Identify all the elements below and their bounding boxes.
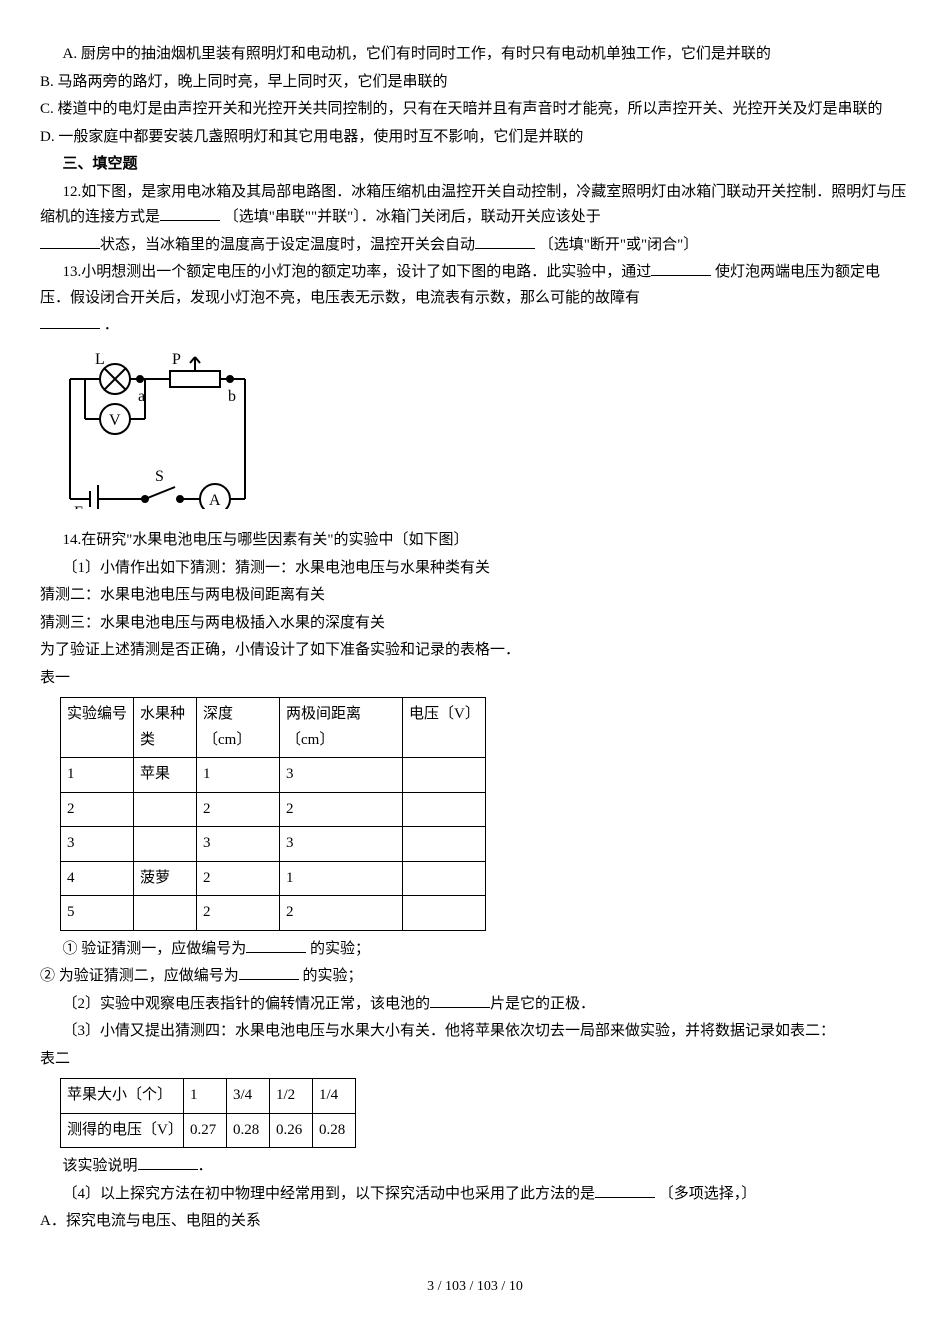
q14-s4b: 〔多项选择，〕 bbox=[659, 1186, 757, 1202]
svg-text:S: S bbox=[155, 468, 164, 485]
q12-p4: 〔选填"断开"或"闭合"〕 bbox=[539, 237, 699, 253]
q12-blank-2[interactable] bbox=[40, 233, 100, 249]
q13-p1: 13.小明想测出一个额定电压的小灯泡的额定功率，设计了如下图的电路．此实验中，通… bbox=[63, 264, 652, 280]
q12-blank-3[interactable] bbox=[475, 233, 535, 249]
table1-cell: 2 bbox=[280, 792, 403, 827]
table1-cell: 3 bbox=[280, 827, 403, 862]
q13-p3: ． bbox=[104, 317, 119, 333]
table1-header: 电压〔V〕 bbox=[403, 698, 486, 758]
table1-cell bbox=[403, 896, 486, 931]
q14-v2: ② 为验证猜测二，应做编号为 的实验； bbox=[40, 964, 910, 990]
table2-cell: 0.28 bbox=[227, 1113, 270, 1148]
table1-header: 深度〔cm〕 bbox=[197, 698, 280, 758]
q14-prep: 为了验证上述猜测是否正确，小倩设计了如下准备实验和记录的表格一． bbox=[40, 638, 910, 664]
q14-s4-blank[interactable] bbox=[595, 1182, 655, 1198]
table2-cell: 1/4 bbox=[313, 1079, 356, 1114]
q12-blank-1[interactable] bbox=[160, 205, 220, 221]
table1-cell: 2 bbox=[197, 861, 280, 896]
q14-v1-blank[interactable] bbox=[246, 937, 306, 953]
q14-t2-label: 表二 bbox=[40, 1047, 910, 1073]
q14-s4a: 〔4〕以上探究方法在初中物理中经常用到，以下探究活动中也采用了此方法的是 bbox=[63, 1186, 596, 1202]
table2-cell: 1 bbox=[184, 1079, 227, 1114]
option-a: A. 厨房中的抽油烟机里装有照明灯和电动机，它们有时同时工作，有时只有电动机单独… bbox=[40, 42, 910, 68]
q14-concl: 该实验说明 ． bbox=[40, 1154, 910, 1180]
svg-text:b: b bbox=[228, 388, 236, 405]
table1-cell bbox=[403, 758, 486, 793]
q14-g3: 猜测三：水果电池电压与两电极插入水果的深度有关 bbox=[40, 611, 910, 637]
table1-cell bbox=[403, 827, 486, 862]
table1-cell: 2 bbox=[280, 896, 403, 931]
q14-concl-a: 该实验说明 bbox=[63, 1158, 138, 1174]
q14-s3: 〔3〕小倩又提出猜测四：水果电池电压与水果大小有关．他将苹果依次切去一局部来做实… bbox=[40, 1019, 910, 1045]
q14-s1: 〔1〕小倩作出如下猜测：猜测一：水果电池电压与水果种类有关 bbox=[40, 556, 910, 582]
option-b: B. 马路两旁的路灯，晚上同时亮，早上同时灭，它们是串联的 bbox=[40, 70, 910, 96]
table1-cell: 3 bbox=[61, 827, 134, 862]
q14-s2a: 〔2〕实验中观察电压表指针的偏转情况正常，该电池的 bbox=[63, 996, 431, 1012]
section-3-heading: 三、填空题 bbox=[40, 152, 910, 178]
q14-v2a: ② 为验证猜测二，应做编号为 bbox=[40, 968, 239, 984]
table1-cell: 3 bbox=[280, 758, 403, 793]
svg-text:L: L bbox=[95, 351, 105, 368]
q14-s2b: 片是它的正极． bbox=[490, 996, 595, 1012]
table1-header: 水果种类 bbox=[134, 698, 197, 758]
table1-cell: 4 bbox=[61, 861, 134, 896]
table1-cell: 1 bbox=[197, 758, 280, 793]
table2-cell: 测得的电压〔V〕 bbox=[61, 1113, 184, 1148]
option-d: D. 一般家庭中都要安装几盏照明灯和其它用电器，使用时互不影响，它们是并联的 bbox=[40, 125, 910, 151]
table1-cell: 3 bbox=[197, 827, 280, 862]
q14-g2: 猜测二：水果电池电压与两电极间距离有关 bbox=[40, 583, 910, 609]
q14-s2: 〔2〕实验中观察电压表指针的偏转情况正常，该电池的 片是它的正极． bbox=[40, 992, 910, 1018]
table-2: 苹果大小〔个〕13/41/21/4测得的电压〔V〕0.270.280.260.2… bbox=[60, 1078, 356, 1148]
q13-text: 13.小明想测出一个额定电压的小灯泡的额定功率，设计了如下图的电路．此实验中，通… bbox=[40, 260, 910, 311]
svg-text:P: P bbox=[172, 351, 181, 368]
q14-v1a: ① 验证猜测一，应做编号为 bbox=[63, 941, 247, 957]
q14-v2b: 的实验； bbox=[303, 968, 363, 984]
table1-cell: 1 bbox=[61, 758, 134, 793]
table1-cell bbox=[134, 827, 197, 862]
q14-optA: A．探究电流与电压、电阻的关系 bbox=[40, 1209, 910, 1235]
table1-header: 两极间距离〔cm〕 bbox=[280, 698, 403, 758]
table1-cell: 2 bbox=[197, 896, 280, 931]
table1-cell: 苹果 bbox=[134, 758, 197, 793]
table2-cell: 1/2 bbox=[270, 1079, 313, 1114]
svg-text:V: V bbox=[109, 412, 121, 429]
table1-cell bbox=[134, 896, 197, 931]
q12-p3: 状态，当冰箱里的温度高于设定温度时，温控开关会自动 bbox=[100, 237, 475, 253]
page-footer: 3 / 103 / 103 / 10 bbox=[40, 1275, 910, 1299]
table2-cell: 0.27 bbox=[184, 1113, 227, 1148]
q14-v1b: 的实验； bbox=[310, 941, 370, 957]
q12-p2: 〔选填"串联""并联"〕．冰箱门关闭后，联动开关应该处于 bbox=[224, 209, 601, 225]
table2-cell: 苹果大小〔个〕 bbox=[61, 1079, 184, 1114]
table1-cell: 5 bbox=[61, 896, 134, 931]
q13-text-cont: ． bbox=[40, 313, 910, 339]
q14-v2-blank[interactable] bbox=[239, 964, 299, 980]
table1-cell bbox=[134, 792, 197, 827]
table1-cell bbox=[403, 861, 486, 896]
table1-cell: 2 bbox=[197, 792, 280, 827]
option-c: C. 楼道中的电灯是由声控开关和光控开关共同控制的，只有在天暗并且有声音时才能亮… bbox=[40, 97, 910, 123]
q14-intro: 14.在研究"水果电池电压与哪些因素有关"的实验中〔如下图〕 bbox=[40, 528, 910, 554]
table1-header: 实验编号 bbox=[61, 698, 134, 758]
table-1: 实验编号水果种类深度〔cm〕两极间距离〔cm〕电压〔V〕1苹果132223334… bbox=[60, 697, 486, 931]
table1-cell: 菠萝 bbox=[134, 861, 197, 896]
table2-cell: 0.26 bbox=[270, 1113, 313, 1148]
svg-text:A: A bbox=[209, 492, 221, 509]
q14-s2-blank[interactable] bbox=[430, 992, 490, 1008]
q13-blank-1[interactable] bbox=[651, 260, 711, 276]
q14-concl-blank[interactable] bbox=[138, 1154, 198, 1170]
q13-blank-2[interactable] bbox=[40, 313, 100, 329]
q12-text: 12.如下图，是家用电冰箱及其局部电路图．冰箱压缩机由温控开关自动控制，冷藏室照… bbox=[40, 180, 910, 231]
q12-text-cont: 状态，当冰箱里的温度高于设定温度时，温控开关会自动 〔选填"断开"或"闭合"〕 bbox=[40, 233, 910, 259]
table2-cell: 3/4 bbox=[227, 1079, 270, 1114]
q14-concl-b: ． bbox=[198, 1158, 213, 1174]
table1-cell: 2 bbox=[61, 792, 134, 827]
svg-text:E: E bbox=[74, 504, 84, 509]
table1-cell bbox=[403, 792, 486, 827]
q14-s4: 〔4〕以上探究方法在初中物理中经常用到，以下探究活动中也采用了此方法的是 〔多项… bbox=[40, 1182, 910, 1208]
q14-t1-label: 表一 bbox=[40, 666, 910, 692]
table2-cell: 0.28 bbox=[313, 1113, 356, 1148]
circuit-diagram: L P a b V E S A bbox=[60, 349, 910, 519]
q14-v1: ① 验证猜测一，应做编号为 的实验； bbox=[40, 937, 910, 963]
table1-cell: 1 bbox=[280, 861, 403, 896]
